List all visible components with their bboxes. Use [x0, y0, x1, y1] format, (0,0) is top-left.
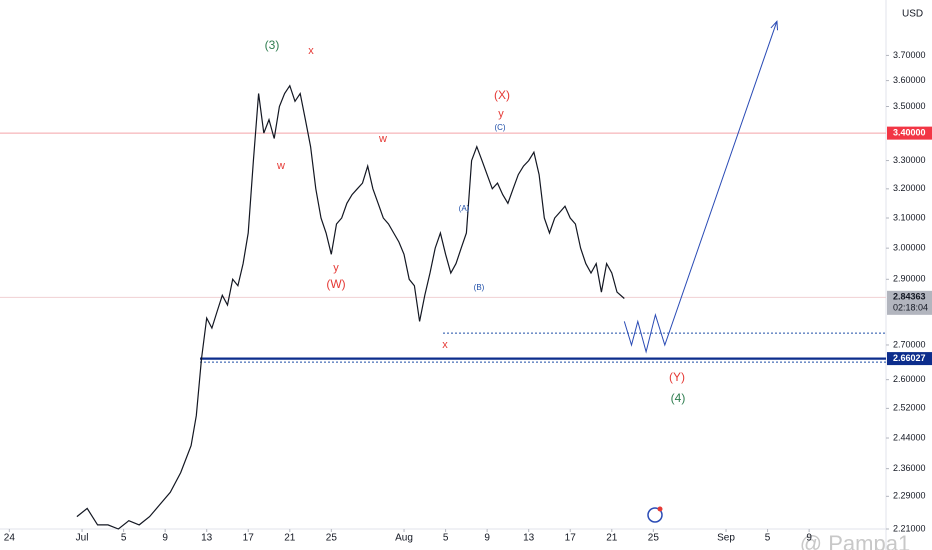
logo-dot — [657, 506, 663, 512]
wave-label: y — [498, 108, 504, 120]
arrow-head — [770, 20, 779, 31]
y-tick-label: 2.70000 — [893, 339, 926, 349]
wave-label: (A) — [459, 204, 470, 213]
x-tick-label: 9 — [806, 533, 812, 544]
y-tick-label: 2.90000 — [893, 274, 926, 284]
y-tick-label: 2.36000 — [893, 463, 926, 473]
x-tick-label: 9 — [484, 533, 490, 544]
wave-label: x — [308, 45, 314, 57]
y-tick-label: 2.60000 — [893, 374, 926, 384]
logo-icon — [647, 507, 663, 523]
price-level-tag — [887, 290, 932, 315]
countdown: 02:18:04 — [893, 303, 928, 313]
x-tick-label: 17 — [565, 533, 577, 544]
price-level-tag — [887, 352, 932, 366]
x-tick-label: 9 — [162, 533, 168, 544]
x-tick-label: 17 — [243, 533, 255, 544]
y-tick-label: 2.52000 — [893, 403, 926, 413]
wave-label: w — [276, 160, 285, 172]
x-tick-label: 13 — [201, 533, 213, 544]
x-tick-label: 5 — [443, 533, 449, 544]
wave-label: (B) — [474, 283, 485, 292]
price-line — [623, 21, 778, 354]
price-line — [76, 84, 625, 530]
price-level-label: 2.84363 — [893, 292, 926, 302]
wave-label: (Y) — [669, 370, 685, 384]
y-tick-label: 3.20000 — [893, 183, 926, 193]
y-tick-label: 3.00000 — [893, 243, 926, 253]
watermark: @ Pampa1 — [800, 531, 910, 550]
y-tick-label: 3.60000 — [893, 75, 926, 85]
wave-label: (4) — [671, 391, 686, 405]
price-level-tag — [887, 126, 932, 140]
x-tick-label: 25 — [648, 533, 660, 544]
y-tick-label: 3.10000 — [893, 212, 926, 222]
x-tick-label: 21 — [606, 533, 618, 544]
x-tick-label: 5 — [121, 533, 127, 544]
x-tick-label: 13 — [523, 533, 535, 544]
wave-label: y — [333, 262, 339, 274]
x-tick-label: 5 — [765, 533, 771, 544]
x-tick-label: Aug — [395, 533, 413, 544]
currency: USD — [902, 9, 923, 20]
y-tick-label: 3.50000 — [893, 101, 926, 111]
wave-label: w — [378, 133, 387, 145]
wave-label: (3) — [265, 38, 280, 52]
wave-label: (C) — [494, 123, 505, 132]
y-tick-label: 3.70000 — [893, 50, 926, 60]
y-tick-label: 2.29000 — [893, 491, 926, 501]
x-tick-label: Jul — [76, 533, 89, 544]
y-tick-label: 2.44000 — [893, 432, 926, 442]
x-tick-label: 24 — [4, 533, 16, 544]
price-level-label: 3.40000 — [893, 128, 926, 138]
wave-label: x — [442, 339, 448, 351]
y-tick-label: 2.21000 — [893, 523, 926, 533]
y-tick-label: 3.30000 — [893, 155, 926, 165]
x-tick-label: Sep — [717, 533, 735, 544]
x-tick-label: 25 — [326, 533, 338, 544]
x-tick-label: 21 — [284, 533, 296, 544]
wave-label: (W) — [326, 277, 345, 291]
wave-label: (X) — [494, 88, 510, 102]
price-level-label: 2.66027 — [893, 353, 926, 363]
